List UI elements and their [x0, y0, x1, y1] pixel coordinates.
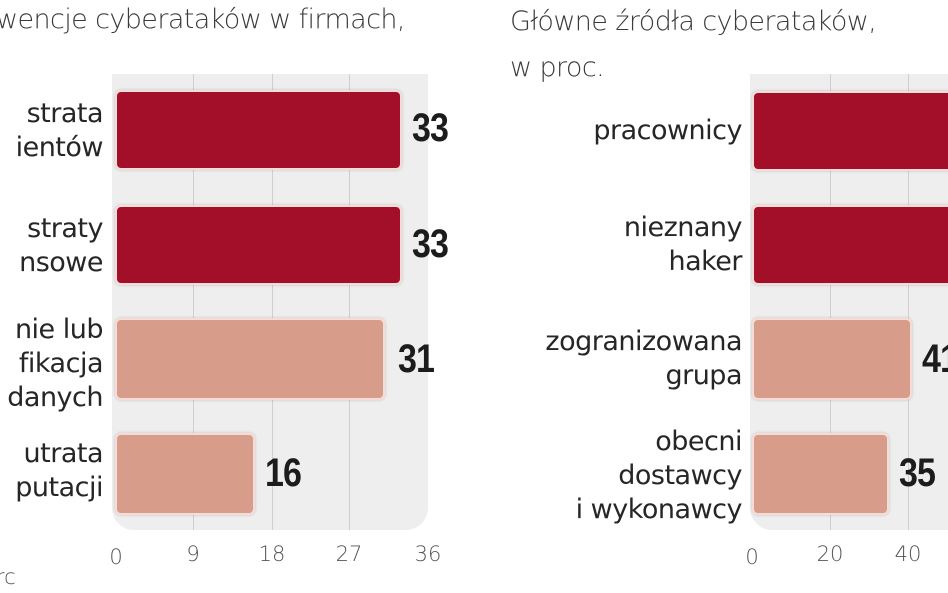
right-bar-3 [752, 318, 912, 400]
left-bar-label: strata ientów [15, 98, 104, 163]
right-gridline [908, 74, 909, 530]
left-bar-label: utrata putacji [15, 438, 103, 503]
right-bar-value: 41 [922, 337, 948, 381]
left-bar-3 [115, 318, 385, 400]
right-bar-value: 35 [899, 451, 936, 495]
right-chart-title-line1: Główne źródła cyberataków, [510, 6, 877, 37]
left-chart-title: wencje cyberataków w firmach, [0, 4, 405, 35]
left-bar-value: 31 [398, 337, 435, 381]
left-bar-2 [115, 205, 402, 285]
left-tick: 0 [109, 545, 123, 569]
left-tick: 27 [335, 542, 363, 566]
right-chart-title-line2: w proc. [510, 52, 605, 83]
left-bar-value: 16 [265, 451, 302, 495]
left-gridline [349, 74, 350, 530]
left-tick: 36 [414, 542, 442, 566]
left-bar-label: nie lub fikacja danych [7, 314, 103, 413]
left-bar-1 [115, 90, 402, 170]
left-tick: 9 [186, 542, 200, 566]
left-gridline [272, 74, 273, 530]
right-tick: 0 [745, 545, 759, 569]
right-tick: 40 [894, 542, 922, 566]
left-bar-label: straty nsowe [19, 213, 103, 278]
left-bar-value: 33 [412, 106, 449, 150]
left-gridline [193, 74, 194, 530]
left-bar-4 [115, 433, 255, 515]
right-tick: 20 [816, 542, 844, 566]
right-bar-1 [752, 91, 948, 171]
right-bar-label: pracownicy [593, 115, 742, 146]
right-gridline [830, 74, 831, 530]
right-bar-label: obecni dostawcy i wykonawcy [575, 426, 743, 525]
right-bar-label: zogranizowana grupa [545, 326, 742, 391]
right-bar-label: nieznany haker [623, 212, 743, 277]
left-unit-label: rc [0, 565, 16, 589]
left-tick: 18 [258, 542, 286, 566]
right-bar-4 [752, 433, 889, 515]
left-bar-value: 33 [412, 222, 449, 266]
right-bar-2 [752, 205, 948, 285]
